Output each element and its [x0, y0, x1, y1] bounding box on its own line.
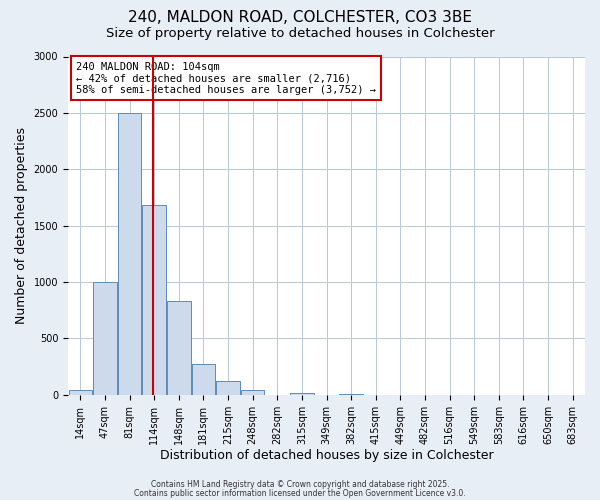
Bar [93, 282, 116, 395]
Bar [68, 390, 92, 395]
Bar [192, 364, 215, 395]
Bar [290, 392, 314, 395]
Bar [118, 113, 141, 395]
Text: 240, MALDON ROAD, COLCHESTER, CO3 3BE: 240, MALDON ROAD, COLCHESTER, CO3 3BE [128, 10, 472, 25]
X-axis label: Distribution of detached houses by size in Colchester: Distribution of detached houses by size … [160, 450, 493, 462]
Y-axis label: Number of detached properties: Number of detached properties [15, 127, 28, 324]
Bar [340, 394, 363, 395]
Text: Contains HM Land Registry data © Crown copyright and database right 2025.: Contains HM Land Registry data © Crown c… [151, 480, 449, 489]
Text: Size of property relative to detached houses in Colchester: Size of property relative to detached ho… [106, 28, 494, 40]
Text: Contains public sector information licensed under the Open Government Licence v3: Contains public sector information licen… [134, 488, 466, 498]
Bar [167, 301, 191, 395]
Text: 240 MALDON ROAD: 104sqm
← 42% of detached houses are smaller (2,716)
58% of semi: 240 MALDON ROAD: 104sqm ← 42% of detache… [76, 62, 376, 95]
Bar [217, 382, 240, 395]
Bar [241, 390, 265, 395]
Bar [142, 206, 166, 395]
